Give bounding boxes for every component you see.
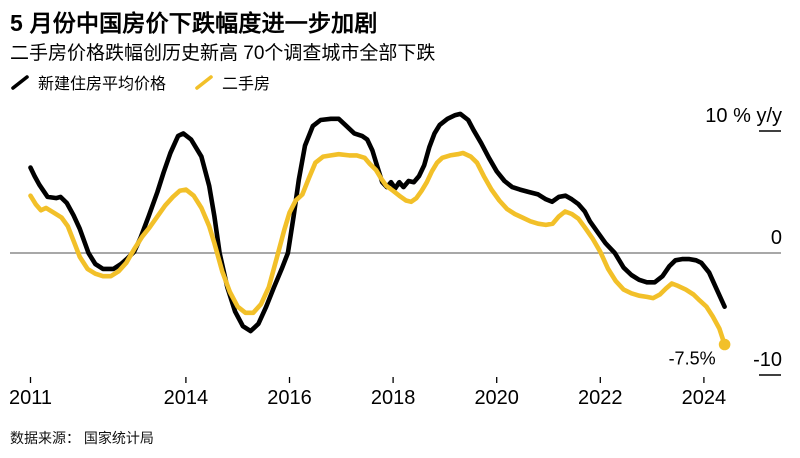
- chart-title: 5 月份中国房价下跌幅度进一步加剧: [10, 10, 378, 36]
- y-axis-label: -10: [753, 349, 782, 371]
- x-axis-label: 2014: [164, 387, 209, 409]
- x-axis-label: 2011: [9, 387, 52, 409]
- line-swatch-yellow-icon: [195, 74, 213, 90]
- x-axis-label: 2024: [682, 387, 727, 409]
- chart-subtitle: 二手房价格跌幅创历史新高 70个调查城市全部下跌: [10, 43, 436, 64]
- data-source-note: 数据来源： 国家统计局: [10, 430, 154, 446]
- line-swatch-black-icon: [11, 74, 29, 90]
- legend-label-new-homes: 新建住房平均价格: [38, 76, 167, 93]
- legend-label-secondhand: 二手房: [222, 76, 271, 93]
- legend-item-secondhand: 二手房: [194, 70, 270, 94]
- x-axis-label: 2020: [474, 387, 519, 409]
- new-home-price-line: [28, 111, 727, 334]
- chart-legend: 新建住房平均价格 二手房: [10, 70, 270, 94]
- legend-item-new-homes: 新建住房平均价格: [10, 70, 166, 94]
- x-axis-label: 2018: [371, 387, 416, 409]
- secondhand-price-line: [28, 150, 727, 347]
- y-axis-label: 0: [771, 227, 782, 249]
- y-axis-label: 10 % y/y: [705, 105, 782, 127]
- x-axis-label: 2022: [578, 387, 623, 409]
- x-axis-label: 2016: [267, 387, 312, 409]
- end-value-annotation: -7.5%: [669, 349, 716, 369]
- series-end-dot: [718, 338, 731, 351]
